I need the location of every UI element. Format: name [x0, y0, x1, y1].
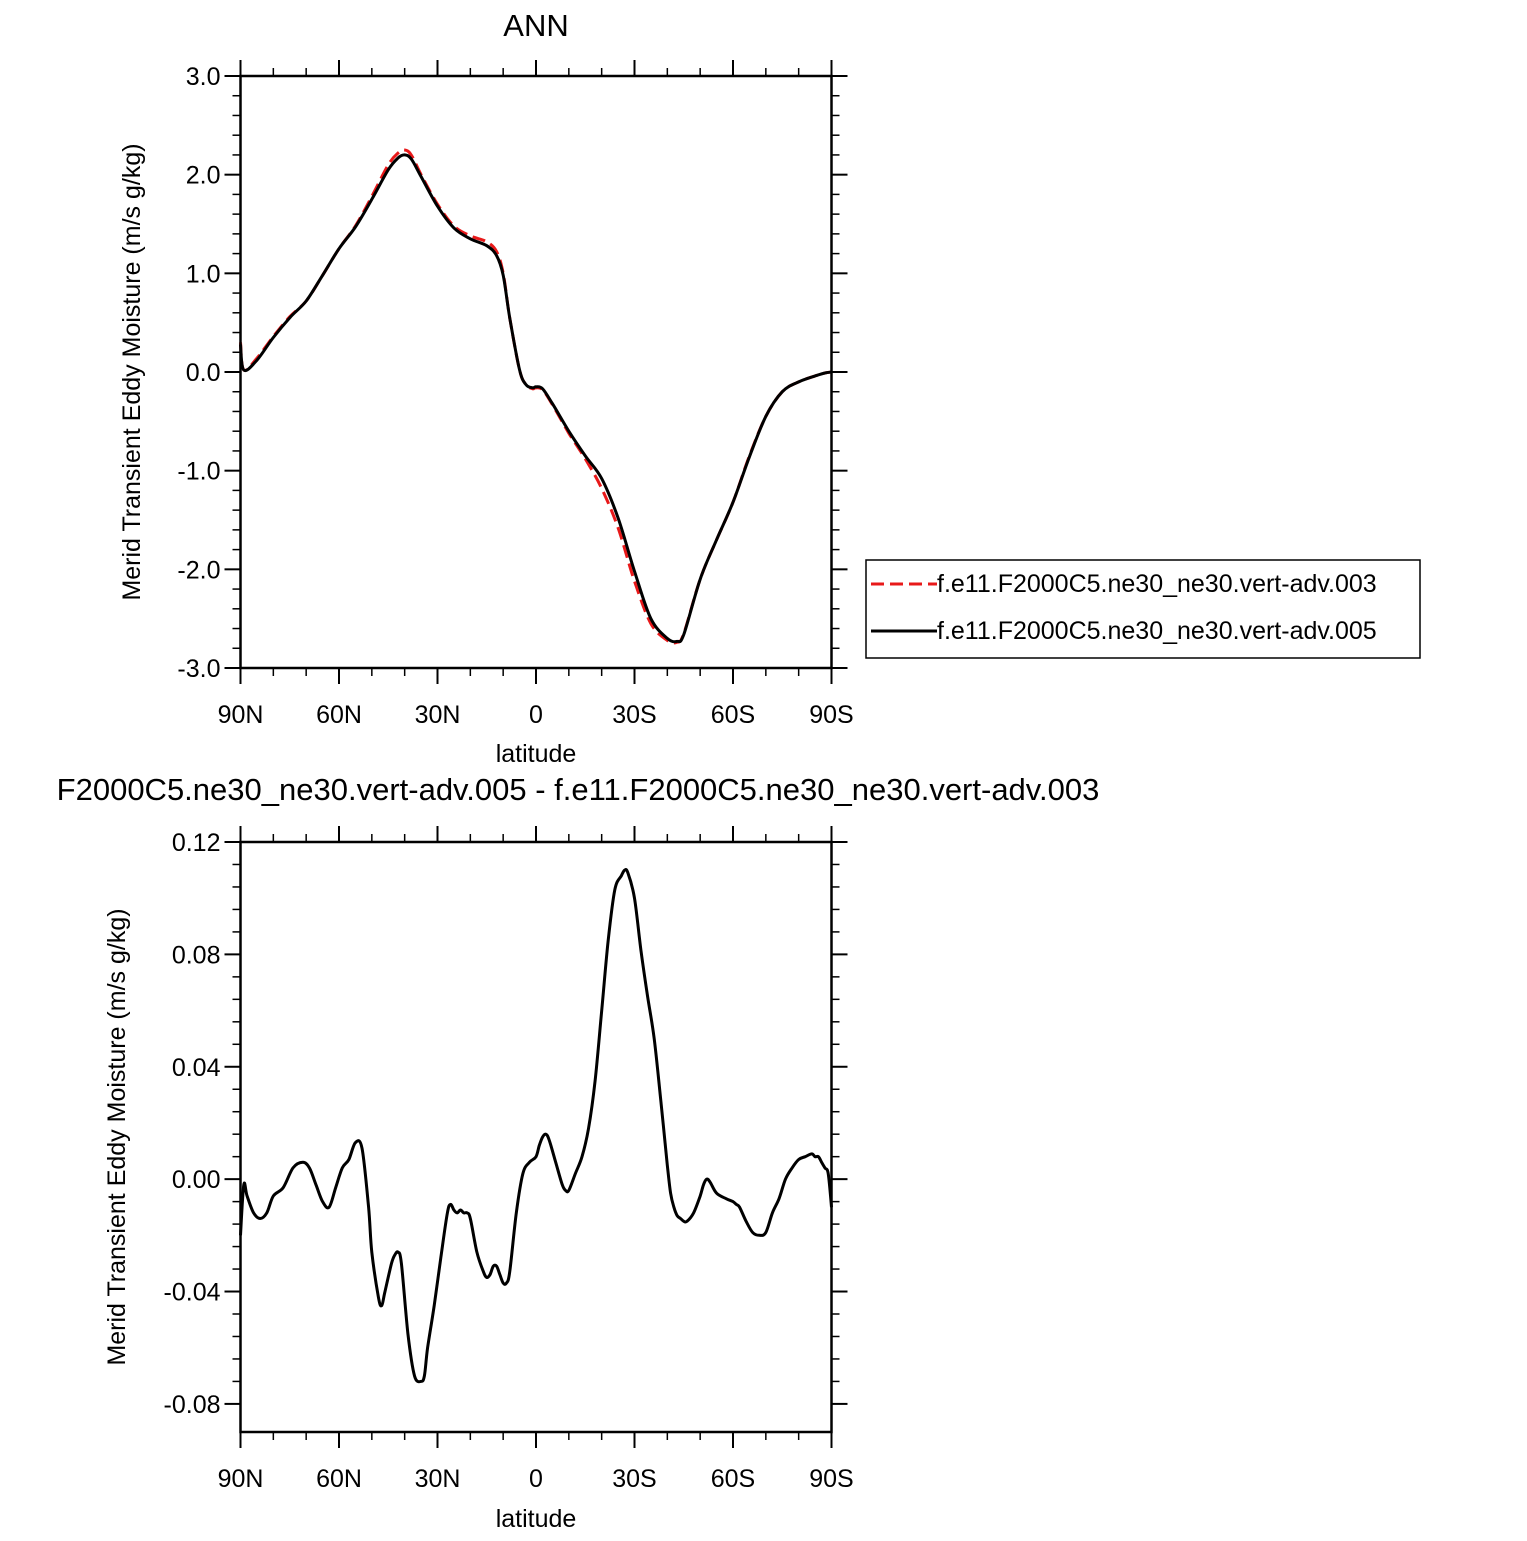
y-tick-label: -2.0 — [177, 556, 220, 584]
legend-box — [865, 559, 1421, 659]
y-tick-label: 0.00 — [172, 1166, 221, 1194]
x-tick-label: 60S — [711, 1465, 755, 1493]
legend-label-003: f.e11.F2000C5.ne30_ne30.vert-adv.003 — [937, 570, 1377, 598]
panel-2-xticklabels: 90N 60N 30N 0 30S 60S 90S — [218, 1465, 854, 1493]
x-tick-label: 90N — [218, 701, 264, 729]
x-tick-label: 30S — [612, 701, 656, 729]
x-tick-label: 30N — [415, 701, 461, 729]
panel-1-yticklabels: -3.0 -2.0 -1.0 0.0 1.0 2.0 3.0 — [177, 63, 220, 683]
x-tick-label: 30S — [612, 1465, 656, 1493]
panel-2-title: F2000C5.ne30_ne30.vert-adv.005 - f.e11.F… — [57, 772, 1100, 807]
panel-2-ticks — [224, 826, 848, 1448]
panel-2-yticklabels: -0.08 -0.04 0.00 0.04 0.08 0.12 — [164, 829, 221, 1419]
panel-1: ANN -3.0 -2.0 -1.0 0.0 1.0 2.0 3.0 90N 60N 30N 0 3… — [118, 8, 1421, 768]
y-tick-label: 0.0 — [186, 359, 221, 387]
panel-2-y-axis-label: Merid Transient Eddy Moisture (m/s g/kg) — [103, 908, 131, 1365]
panel-2: F2000C5.ne30_ne30.vert-adv.005 - f.e11.F… — [57, 772, 1100, 1533]
x-tick-label: 90N — [218, 1465, 264, 1493]
legend: f.e11.F2000C5.ne30_ne30.vert-adv.003 f.e… — [865, 559, 1421, 659]
panel-1-y-axis-label: Merid Transient Eddy Moisture (m/s g/kg) — [118, 143, 146, 600]
x-tick-label: 90S — [809, 1465, 853, 1493]
y-tick-label: -0.08 — [164, 1391, 221, 1419]
x-tick-label: 0 — [529, 701, 543, 729]
panel-1-lines — [239, 148, 832, 645]
panel-1-title: ANN — [503, 8, 568, 43]
y-tick-label: 0.08 — [172, 941, 221, 969]
panel-2-x-axis-label: latitude — [496, 1505, 577, 1533]
panel-2-lines — [239, 868, 833, 1384]
y-tick-label: 3.0 — [186, 63, 221, 91]
y-tick-label: -0.04 — [164, 1279, 221, 1307]
x-tick-label: 60S — [711, 701, 755, 729]
y-tick-label: 0.12 — [172, 829, 221, 857]
panel-2-frame — [239, 840, 833, 1434]
x-tick-label: 60N — [316, 1465, 362, 1493]
x-tick-label: 0 — [529, 1465, 543, 1493]
panel-1-ticks — [224, 60, 848, 684]
y-tick-label: -1.0 — [177, 458, 220, 486]
x-tick-label: 90S — [809, 701, 853, 729]
y-tick-label: 2.0 — [186, 162, 221, 190]
legend-label-005: f.e11.F2000C5.ne30_ne30.vert-adv.005 — [937, 617, 1377, 645]
x-tick-label: 60N — [316, 701, 362, 729]
x-tick-label: 30N — [415, 1465, 461, 1493]
series-line-1-1 — [239, 148, 832, 645]
y-tick-label: -3.0 — [177, 655, 220, 683]
panel-1-x-axis-label: latitude — [496, 740, 577, 768]
panel-1-xticklabels: 90N 60N 30N 0 30S 60S 90S — [218, 701, 854, 729]
series-line-2-1 — [239, 868, 833, 1384]
series-line-1-2 — [239, 153, 832, 644]
y-tick-label: 1.0 — [186, 260, 221, 288]
panel-1-frame — [239, 74, 833, 670]
y-tick-label: 0.04 — [172, 1054, 221, 1082]
